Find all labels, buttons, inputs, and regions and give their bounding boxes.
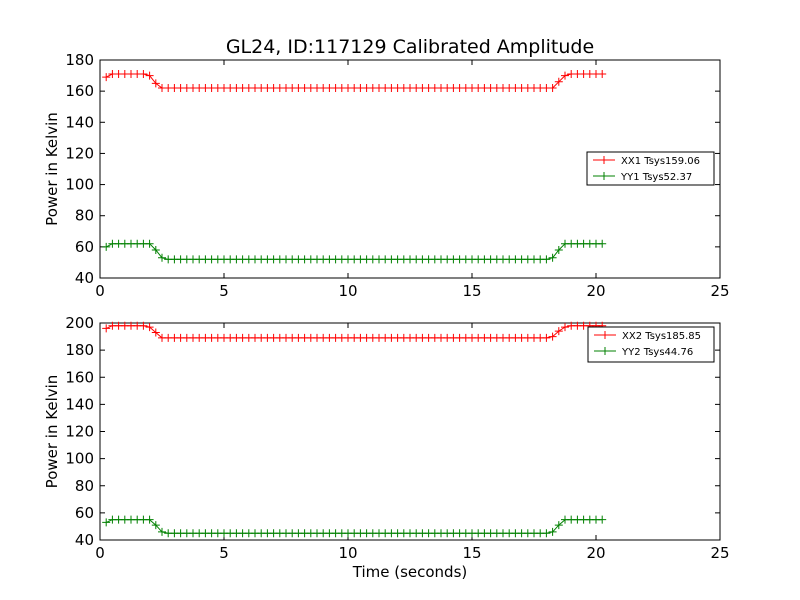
legend-entry: YY2 Tsys44.76 (621, 347, 693, 358)
x-tick-label: 0 (95, 544, 105, 562)
legend-marker (600, 156, 608, 164)
subplot-1: 0 5 10 15 20 25 40 60 80 100 120 140 160 180 Power in … (43, 51, 730, 300)
chart-title: GL24, ID:117129 Calibrated Amplitude (226, 36, 594, 58)
y-tick-label: 140 (65, 113, 94, 131)
data-point (102, 324, 111, 333)
y-axis-label: Power in Kelvin (43, 375, 61, 489)
y-tick-label: 200 (65, 314, 94, 332)
data-point (598, 515, 607, 524)
series-1 (102, 70, 607, 93)
x-tick-label: 5 (219, 544, 229, 562)
legend-marker (601, 347, 609, 355)
legend-marker (601, 331, 609, 339)
legend-box (586, 151, 715, 186)
data-point (151, 328, 160, 337)
y-tick-label: 100 (65, 176, 94, 194)
y-tick-label: 180 (65, 341, 94, 359)
series-2 (102, 239, 607, 264)
x-tick-label: 15 (462, 544, 481, 562)
data-point (102, 242, 111, 251)
subplot-2: 0 5 10 15 20 25 40 60 80 100 120 140 160 180 200 Power … (43, 314, 730, 562)
data-point (548, 527, 557, 536)
data-point (548, 84, 557, 93)
x-tick-label: 0 (95, 282, 105, 300)
series-1 (102, 321, 607, 342)
x-tick-label: 5 (219, 282, 229, 300)
data-point (554, 327, 563, 336)
x-tick-label: 25 (710, 282, 729, 300)
y-tick-label: 40 (75, 531, 94, 549)
data-point (554, 521, 563, 530)
y-tick-label: 80 (75, 207, 94, 225)
data-point (548, 332, 557, 341)
x-tick-label: 15 (462, 282, 481, 300)
data-point (145, 323, 154, 332)
data-point (102, 518, 111, 527)
data-point (139, 321, 148, 330)
y-tick-label: 80 (75, 477, 94, 495)
data-point (145, 71, 154, 80)
plot-area (99, 59, 721, 279)
y-tick-label: 120 (65, 144, 94, 162)
y-tick-label: 160 (65, 82, 94, 100)
x-tick-label: 20 (586, 282, 605, 300)
data-point (158, 253, 166, 262)
x-tick-label: 20 (586, 544, 605, 562)
legend-box (587, 326, 715, 363)
data-point (542, 255, 551, 264)
data-point (139, 70, 148, 79)
y-tick-label: 140 (65, 395, 94, 413)
legend-entry: XX2 Tsys185.85 (622, 331, 701, 342)
x-tick-label: 10 (338, 544, 357, 562)
data-point (102, 73, 111, 82)
legend: XX1 Tsys159.06 YY1 Tsys52.37 (586, 151, 715, 186)
data-point (145, 515, 154, 524)
data-point (151, 245, 160, 254)
y-tick-label: 120 (65, 423, 94, 441)
data-point (598, 70, 607, 79)
legend-entry: XX1 Tsys159.06 (621, 156, 700, 167)
data-point (542, 333, 551, 342)
legend-entry: YY1 Tsys52.37 (620, 172, 692, 183)
y-axis-label: Power in Kelvin (43, 112, 61, 226)
data-point (554, 77, 563, 86)
legend: XX2 Tsys185.85 YY2 Tsys44.76 (587, 326, 715, 363)
data-point (561, 71, 569, 80)
x-tick-label: 10 (338, 282, 357, 300)
data-point (554, 245, 563, 254)
data-point (151, 79, 160, 88)
y-tick-label: 60 (75, 504, 94, 522)
x-tick-label: 25 (710, 544, 729, 562)
y-tick-label: 160 (65, 368, 94, 386)
x-axis-label: Time (seconds) (352, 563, 468, 581)
data-point (598, 239, 607, 248)
data-point (145, 239, 154, 248)
y-tick-label: 100 (65, 450, 94, 468)
y-tick-label: 60 (75, 238, 94, 256)
legend-marker (600, 172, 608, 180)
data-point (158, 527, 166, 536)
y-tick-label: 40 (75, 269, 94, 287)
data-point (542, 529, 551, 538)
data-point (561, 323, 569, 332)
y-tick-label: 180 (65, 51, 94, 69)
series-2 (102, 515, 607, 538)
data-point (151, 521, 160, 530)
data-point (548, 253, 557, 262)
